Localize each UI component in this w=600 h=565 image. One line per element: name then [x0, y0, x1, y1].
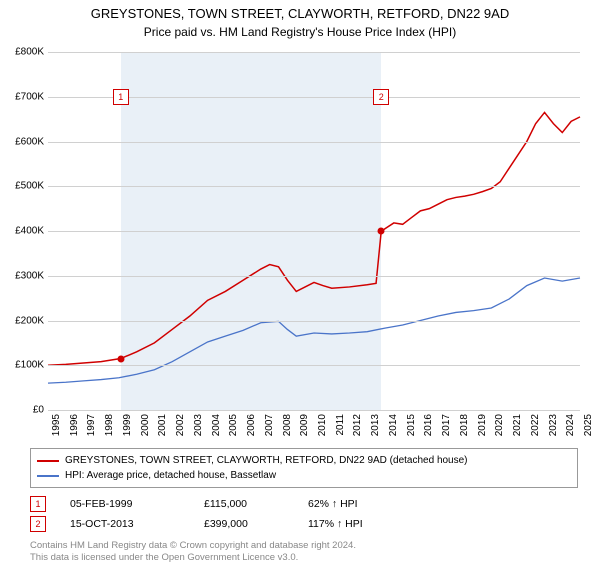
chart-footer: GREYSTONES, TOWN STREET, CLAYWORTH, RETF…	[30, 448, 578, 565]
x-axis-label: 2023	[548, 414, 559, 436]
chart-title: GREYSTONES, TOWN STREET, CLAYWORTH, RETF…	[0, 0, 600, 23]
legend-label: GREYSTONES, TOWN STREET, CLAYWORTH, RETF…	[65, 453, 468, 468]
sale-row: 1 05-FEB-1999 £115,000 62% ↑ HPI	[30, 494, 578, 514]
sale-date: 05-FEB-1999	[70, 498, 180, 510]
x-axis-label: 2017	[441, 414, 452, 436]
sale-hpi: 117% ↑ HPI	[308, 518, 363, 530]
x-axis-label: 2008	[282, 414, 293, 436]
sale-marker-box: 1	[113, 89, 129, 105]
x-axis-label: 2004	[211, 414, 222, 436]
sale-marker-dot	[117, 355, 124, 362]
sale-num-box: 1	[30, 496, 46, 512]
sale-date: 15-OCT-2013	[70, 518, 180, 530]
licence-line2: This data is licensed under the Open Gov…	[30, 552, 578, 564]
x-axis-label: 2014	[388, 414, 399, 436]
x-axis-label: 2007	[264, 414, 275, 436]
licence-line1: Contains HM Land Registry data © Crown c…	[30, 540, 578, 552]
sale-marker-dot	[378, 228, 385, 235]
x-axis-label: 2005	[228, 414, 239, 436]
sales-table: 1 05-FEB-1999 £115,000 62% ↑ HPI 2 15-OCT-201…	[30, 494, 578, 534]
y-axis-label: £300K	[4, 270, 44, 281]
legend-box: GREYSTONES, TOWN STREET, CLAYWORTH, RETF…	[30, 448, 578, 488]
x-axis-label: 2000	[140, 414, 151, 436]
legend-row: GREYSTONES, TOWN STREET, CLAYWORTH, RETF…	[37, 453, 571, 468]
gridline	[48, 276, 580, 277]
licence-text: Contains HM Land Registry data © Crown c…	[30, 540, 578, 565]
series-hpi	[48, 278, 580, 383]
x-axis-label: 2016	[423, 414, 434, 436]
x-axis-label: 2003	[193, 414, 204, 436]
gridline	[48, 231, 580, 232]
gridline	[48, 365, 580, 366]
x-axis-label: 2012	[352, 414, 363, 436]
x-axis-label: 2019	[477, 414, 488, 436]
y-axis-label: £700K	[4, 91, 44, 102]
sale-num-box: 2	[30, 516, 46, 532]
y-axis-label: £500K	[4, 181, 44, 192]
legend-label: HPI: Average price, detached house, Bass…	[65, 468, 276, 483]
x-axis-label: 2015	[406, 414, 417, 436]
y-axis-label: £200K	[4, 315, 44, 326]
sale-row: 2 15-OCT-2013 £399,000 117% ↑ HPI	[30, 514, 578, 534]
y-axis-label: £0	[4, 405, 44, 416]
x-axis-label: 2021	[512, 414, 523, 436]
x-axis-label: 2024	[565, 414, 576, 436]
series-property	[48, 112, 580, 365]
x-axis-label: 2006	[246, 414, 257, 436]
sale-marker-box: 2	[373, 89, 389, 105]
x-axis-label: 1998	[104, 414, 115, 436]
sale-price: £115,000	[204, 498, 284, 510]
x-axis-label: 1995	[51, 414, 62, 436]
gridline	[48, 410, 580, 411]
y-axis-label: £100K	[4, 360, 44, 371]
gridline	[48, 321, 580, 322]
sale-hpi: 62% ↑ HPI	[308, 498, 358, 510]
gridline	[48, 142, 580, 143]
x-axis-label: 2011	[335, 414, 346, 436]
x-axis-label: 2025	[583, 414, 594, 436]
x-axis-label: 2002	[175, 414, 186, 436]
chart-subtitle: Price paid vs. HM Land Registry's House …	[0, 23, 600, 39]
sale-price: £399,000	[204, 518, 284, 530]
y-axis-label: £400K	[4, 226, 44, 237]
x-axis-label: 2009	[299, 414, 310, 436]
x-axis-label: 1999	[122, 414, 133, 436]
legend-swatch	[37, 460, 59, 462]
y-axis-label: £800K	[4, 47, 44, 58]
plot-area: £0£100K£200K£300K£400K£500K£600K£700K£80…	[48, 52, 580, 410]
x-axis-label: 1997	[86, 414, 97, 436]
legend-row: HPI: Average price, detached house, Bass…	[37, 468, 571, 483]
x-axis-label: 2018	[459, 414, 470, 436]
gridline	[48, 186, 580, 187]
legend-swatch	[37, 475, 59, 477]
x-axis-label: 2020	[494, 414, 505, 436]
x-axis-label: 2013	[370, 414, 381, 436]
y-axis-label: £600K	[4, 136, 44, 147]
chart-container: GREYSTONES, TOWN STREET, CLAYWORTH, RETF…	[0, 0, 600, 560]
x-axis-label: 1996	[69, 414, 80, 436]
x-axis-label: 2022	[530, 414, 541, 436]
x-axis-label: 2010	[317, 414, 328, 436]
x-axis-label: 2001	[157, 414, 168, 436]
gridline	[48, 52, 580, 53]
